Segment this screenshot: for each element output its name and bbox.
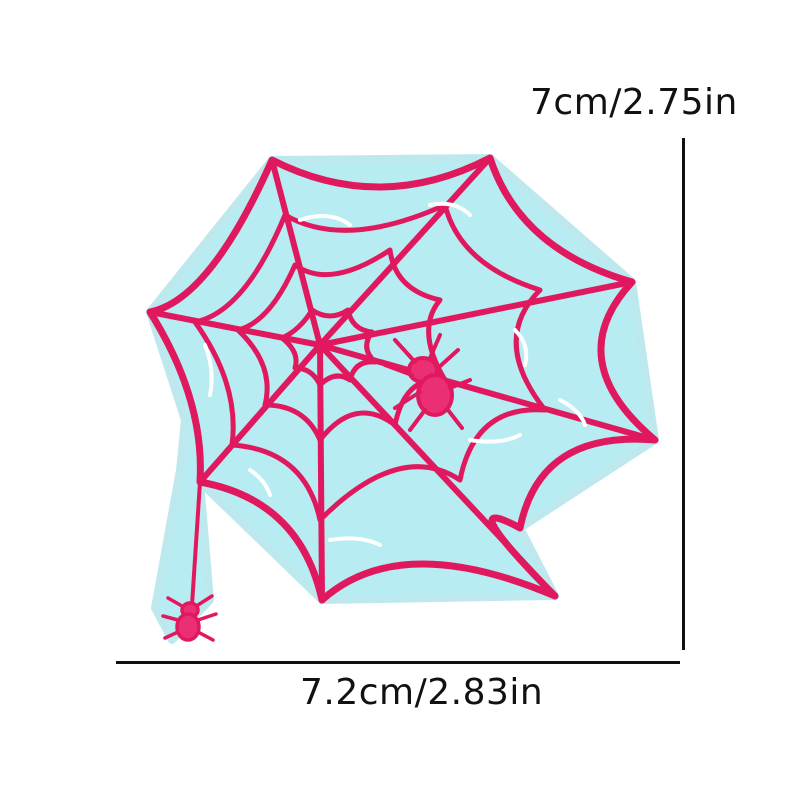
web-spokes — [147, 155, 658, 603]
hanging-thread — [190, 481, 202, 606]
web-highlights — [203, 201, 587, 547]
spider-large-icon — [383, 333, 472, 432]
spider-small-icon — [161, 594, 218, 642]
web-outer-edge — [146, 154, 659, 604]
width-dimension-line — [116, 661, 680, 664]
width-label: 7.2cm/2.83in — [300, 672, 544, 713]
height-dimension-line — [682, 138, 685, 650]
height-label: 7cm/2.75in — [530, 82, 738, 123]
